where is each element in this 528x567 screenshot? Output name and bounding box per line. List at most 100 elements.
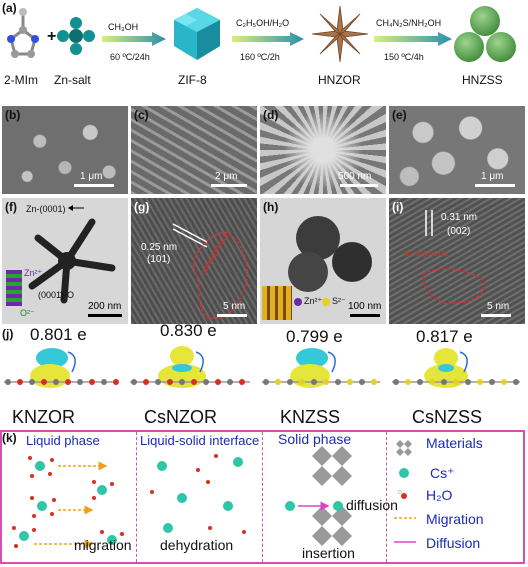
lattice-fringe-marker — [172, 223, 208, 248]
caption-migration: migration — [74, 537, 132, 553]
substrate-atom — [155, 379, 161, 385]
substrate-atom — [227, 379, 233, 385]
substrate-atom — [393, 379, 399, 385]
scale-label-g: 5 nm — [223, 301, 246, 312]
substrate-atom — [5, 379, 11, 385]
zn-ion-label: Zn²⁺ — [24, 268, 43, 278]
scale-label-d: 500 nm — [338, 171, 372, 182]
product-hnzss-label: HNZSS — [462, 73, 503, 87]
section-divider-1 — [136, 432, 137, 562]
scale-bar-c — [211, 184, 247, 187]
panel-b-label: (b) — [5, 108, 21, 122]
panel-c-label: (c) — [134, 108, 149, 122]
substrate-atom — [335, 379, 341, 385]
panel-j-label: (j) — [2, 327, 14, 341]
tem-image-h: (h) Zn²⁺ S²⁻ 100 nm — [260, 198, 386, 324]
section-title-solid: Solid phase — [278, 431, 352, 447]
scale-bar-i — [481, 314, 511, 317]
nanosphere-particles-icon — [288, 216, 372, 292]
panel-f-label: (f) — [5, 200, 17, 214]
nanostar-particle-icon — [28, 218, 116, 304]
d-spacing-label-i: 0.31 nm — [441, 212, 478, 223]
substrate-atom — [429, 379, 435, 385]
step2-conditions-bottom: 160 ºC/2h — [240, 52, 280, 62]
charge-label-knzor: 0.801 e — [30, 325, 87, 344]
scale-bar-d — [340, 184, 378, 187]
substrate-atom — [53, 379, 59, 385]
substrate-atom — [41, 379, 47, 385]
panel-a-label: (a) — [2, 1, 17, 15]
zno-crystal-model — [6, 270, 22, 306]
scale-bar-f — [88, 314, 122, 317]
facet-top-arrow-icon — [68, 205, 84, 211]
substrate-atom — [239, 379, 245, 385]
zif8-crystal-icon — [174, 8, 220, 60]
zn-ion-label-h: Zn²⁺ — [304, 296, 323, 306]
scale-label-b: 1 μm — [80, 171, 103, 182]
charge-label-csnzss: 0.817 e — [416, 327, 473, 346]
panel-e-label: (e) — [392, 108, 407, 122]
caption-dehydration: dehydration — [160, 537, 234, 553]
step1-conditions-top: CH₃OH — [108, 22, 139, 32]
charge-density-plots — [4, 346, 520, 388]
zn-salt-cluster-icon — [57, 17, 95, 55]
sem-image-d: (d) 500 nm — [260, 106, 386, 194]
section-title-interface: Liquid-solid interface — [140, 433, 260, 448]
scale-bar-e — [475, 184, 515, 187]
step3-arrow-icon — [374, 32, 452, 46]
substrate-atom — [371, 379, 377, 385]
panel-d-label: (d) — [263, 108, 279, 122]
cs-ion-icon — [399, 468, 409, 478]
structure-name-knzss: KNZSS — [280, 407, 341, 427]
substrate-atom — [89, 379, 95, 385]
charge-label-csnzor: 0.830 e — [160, 321, 217, 340]
substrate-atom — [29, 379, 35, 385]
lattice-fringe-marker-i — [425, 210, 433, 236]
plane-label-i: (002) — [447, 226, 471, 237]
sem-image-e: (e) 1 μm — [389, 106, 525, 194]
substrate-atom — [77, 379, 83, 385]
scale-label-h: 100 nm — [348, 301, 382, 312]
step2-conditions-top: C₂H₅OH/H₂O — [236, 18, 290, 28]
structure-name-csnzor: CsNZOR — [144, 407, 217, 427]
zn-ion-dot-icon — [294, 298, 302, 306]
scale-label-f: 200 nm — [88, 301, 122, 312]
amorphous-region-outline-i — [422, 268, 486, 305]
substrate-atom — [513, 379, 519, 385]
2-mim-molecule-icon — [7, 8, 39, 58]
structure-name-csnzss: CsNZSS — [412, 407, 483, 427]
substrate-atom — [131, 379, 137, 385]
section-divider-3 — [386, 432, 387, 562]
hrtem-image-g: (g) 0.25 nm (101) amorphous 5 nm — [131, 198, 257, 324]
product-hnzor-label: HNZOR — [318, 73, 361, 87]
substrate-atom — [477, 379, 483, 385]
legend-diffusion: Diffusion — [426, 535, 481, 551]
step3-conditions-bottom: 150 ºC/4h — [384, 52, 424, 62]
structure-name-knzor: KNZOR — [12, 407, 75, 427]
substrate-atom — [263, 379, 269, 385]
step3-conditions-top: CH₄N₂S/NH₂OH — [376, 18, 442, 28]
substrate-atom — [203, 379, 209, 385]
step1-arrow-icon — [102, 32, 166, 46]
substrate-atom — [405, 379, 411, 385]
reagent-zn-salt-label: Zn-salt — [54, 73, 91, 87]
substrate-atom — [143, 379, 149, 385]
substrate-atom — [17, 379, 23, 385]
scale-label-e: 1 μm — [481, 171, 504, 182]
step2-arrow-icon — [232, 32, 304, 46]
substrate-atom — [489, 379, 495, 385]
scale-bar-g — [217, 314, 247, 317]
scale-label-c: 2 μm — [215, 171, 238, 182]
step1-conditions-bottom: 60 ºC/24h — [110, 52, 150, 62]
amorphous-region-outline — [192, 231, 248, 319]
substrate-atom — [323, 379, 329, 385]
substrate-atom — [465, 379, 471, 385]
substrate-atom — [453, 379, 459, 385]
substrate-atom — [113, 379, 119, 385]
panel-i-label: (i) — [392, 200, 404, 214]
substrate-atom — [347, 379, 353, 385]
legend-materials: Materials — [426, 435, 483, 451]
d-spacing-label-g: 0.25 nm — [141, 242, 178, 253]
legend-water: H₂O — [426, 487, 453, 503]
substrate-atom — [179, 379, 185, 385]
